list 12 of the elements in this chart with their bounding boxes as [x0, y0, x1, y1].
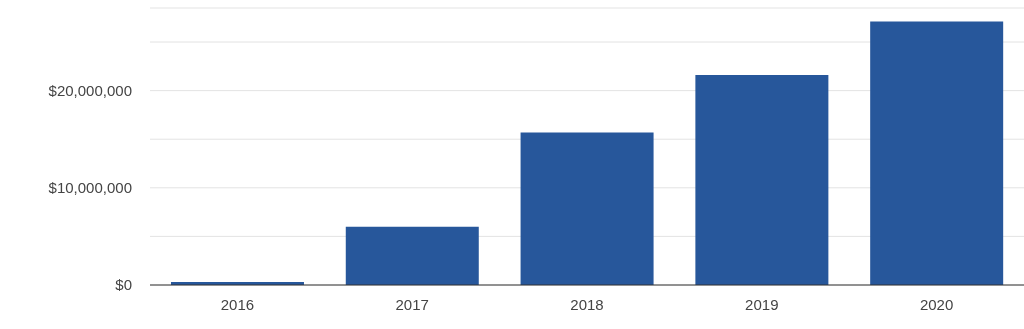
bar	[520, 132, 654, 285]
bar	[695, 75, 829, 285]
y-tick-label: $0	[115, 276, 132, 294]
y-tick-label: $10,000,000	[48, 179, 132, 197]
bar	[345, 226, 479, 285]
x-tick-label: 2017	[395, 295, 429, 313]
x-tick-label: 2020	[919, 295, 954, 313]
bar	[870, 21, 1004, 285]
y-tick-label: $20,000,000	[48, 81, 132, 99]
x-tick-label: 2016	[220, 295, 255, 313]
x-tick-label: 2019	[745, 295, 779, 313]
x-tick-label: 2018	[570, 295, 604, 313]
